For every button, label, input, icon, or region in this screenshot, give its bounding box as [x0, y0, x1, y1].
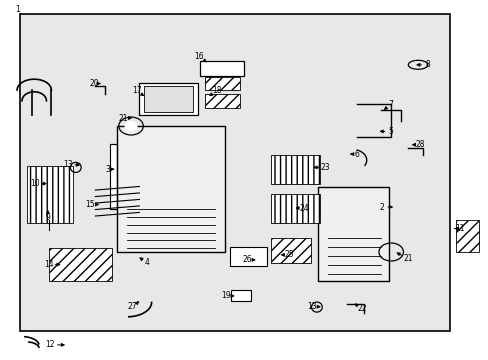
Text: 26: 26	[242, 256, 251, 264]
Text: 7: 7	[388, 100, 393, 109]
Bar	[110, 144, 117, 209]
Circle shape	[125, 122, 137, 130]
Bar	[271, 155, 320, 184]
Text: 12: 12	[45, 341, 55, 349]
Text: 28: 28	[415, 140, 425, 149]
Text: 14: 14	[44, 260, 54, 269]
Text: 6: 6	[354, 150, 359, 159]
Text: 13: 13	[306, 302, 316, 311]
Text: 23: 23	[320, 163, 329, 172]
Text: 2: 2	[378, 202, 383, 212]
Text: 17: 17	[132, 86, 142, 95]
Text: 20: 20	[89, 79, 99, 88]
Text: 27: 27	[127, 302, 137, 311]
Bar	[271, 238, 310, 263]
Text: 21: 21	[403, 254, 412, 263]
Bar	[200, 61, 244, 76]
Bar	[144, 86, 193, 112]
Bar	[117, 126, 224, 252]
Text: 1: 1	[15, 5, 20, 14]
Bar	[229, 247, 266, 266]
Text: 24: 24	[299, 204, 308, 212]
Text: 10: 10	[30, 179, 40, 188]
Text: 8: 8	[425, 60, 429, 69]
Bar	[139, 83, 198, 115]
Text: 3: 3	[105, 165, 110, 174]
Text: 15: 15	[85, 200, 95, 209]
Bar	[317, 187, 388, 281]
Text: 4: 4	[144, 258, 149, 267]
Bar	[455, 220, 478, 252]
Text: 16: 16	[194, 53, 204, 62]
Text: 13: 13	[63, 161, 73, 170]
Bar	[49, 248, 112, 281]
Text: 9: 9	[45, 213, 50, 222]
Text: 21: 21	[118, 114, 128, 122]
Bar	[271, 194, 320, 223]
Text: 5: 5	[388, 127, 393, 136]
Bar	[205, 77, 239, 90]
Bar	[205, 94, 239, 108]
Bar	[20, 14, 449, 331]
Text: 18: 18	[211, 86, 221, 95]
Text: 22: 22	[356, 305, 366, 313]
Text: 11: 11	[454, 224, 464, 233]
Text: 19: 19	[221, 292, 230, 300]
Text: 25: 25	[284, 251, 294, 259]
Bar	[27, 166, 73, 223]
Bar	[231, 290, 250, 301]
